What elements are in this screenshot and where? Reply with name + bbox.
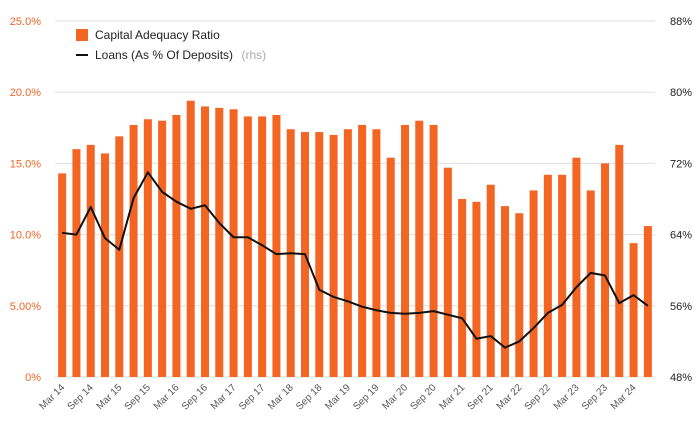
bar [572,157,581,377]
x-axis-tick-label: Sep 20 [408,382,438,412]
bar [172,114,181,377]
x-axis-tick-label: Sep 14 [66,382,96,412]
bar [429,124,438,378]
x-axis-tick-label: Sep 16 [180,382,210,412]
bar [643,226,652,377]
x-axis-tick-label: Sep 23 [580,382,610,412]
bar [615,144,624,377]
legend-label-capital-adequacy-ratio: Capital Adequacy Ratio [95,28,220,42]
x-axis-tick-label: Sep 15 [123,382,153,412]
x-axis-tick-label: Mar 17 [209,382,239,412]
bar [86,144,95,377]
left-axis-tick-label: 25.0% [10,16,41,28]
bar [258,116,267,378]
bar [329,134,338,377]
bar [372,129,381,377]
bar [315,132,324,377]
line-loans-deposits [62,171,649,349]
x-axis-tick-label: Sep 19 [351,382,381,412]
bar [72,149,81,377]
left-axis-tick-label: 20.0% [10,87,41,99]
left-axis-tick-label: 15.0% [10,158,41,170]
bar [215,107,224,377]
x-axis-tick-label: Mar 21 [437,382,467,412]
bar [515,213,524,377]
right-axis-tick-label: 88% [670,16,692,28]
bar [443,167,452,377]
bar [272,114,281,377]
x-axis-tick-label: Mar 20 [380,382,410,412]
x-axis-tick-label: Sep 18 [294,382,324,412]
legend-label-loans: Loans (As % Of Deposits) (rhs) [95,46,266,63]
bar [58,173,67,377]
legend: Capital Adequacy Ratio Loans (As % Of De… [76,28,266,63]
bar [243,116,252,378]
bar [586,190,595,377]
bar [486,184,495,377]
right-axis-tick-label: 48% [670,372,692,384]
bar [158,120,167,378]
line-series [62,171,649,349]
bar [501,206,509,377]
bar [529,190,538,377]
x-axis-tick-label: Mar 16 [152,382,182,412]
bar [101,153,109,377]
legend-label-loans-name: Loans (As % Of Deposits) [95,48,233,62]
bar [558,174,567,377]
right-axis-tick-label: 72% [670,158,692,170]
bar [358,124,367,378]
x-axis-tick-label: Mar 14 [37,382,67,412]
bar [458,199,467,377]
left-axis: 0% 5.00% 10.0% 15.0% 20.0% 25.0% [10,16,41,384]
x-axis-tick-label: Mar 22 [495,382,525,412]
legend-swatch-capital-adequacy-ratio [76,29,88,41]
bar [186,100,195,377]
right-axis-tick-label: 56% [670,301,692,313]
bar [143,119,152,378]
right-axis-tick-label: 64% [670,230,692,242]
bar [386,157,395,377]
bar [629,243,638,377]
left-axis-tick-label: 5.00% [10,301,41,313]
bar [601,163,609,377]
x-axis-tick-label: Sep 21 [466,382,496,412]
x-axis-tick-label: Sep 22 [523,382,553,412]
x-axis-tick-label: Sep 17 [237,382,267,412]
bar [343,129,352,377]
left-axis-tick-label: 10.0% [10,230,41,242]
x-axis-tick-label: Mar 18 [266,382,296,412]
bar [115,136,124,377]
x-axis-tick-label: Mar 19 [323,382,353,412]
bar [229,109,238,378]
x-axis-tick-label: Mar 24 [609,382,639,412]
right-axis-tick-label: 80% [670,87,692,99]
bar-series [58,100,652,378]
bar [129,124,138,378]
gridlines [55,20,655,378]
bar [201,106,209,377]
legend-label-loans-note: (rhs) [242,48,267,62]
right-axis: 48% 56% 64% 72% 80% 88% [670,16,692,384]
bar [472,201,481,377]
left-axis-tick-label: 0% [25,372,41,384]
bar [543,174,552,377]
bar [401,124,409,378]
x-axis-tick-label: Mar 15 [95,382,125,412]
bar [415,120,424,378]
x-axis-tick-label: Mar 23 [552,382,582,412]
